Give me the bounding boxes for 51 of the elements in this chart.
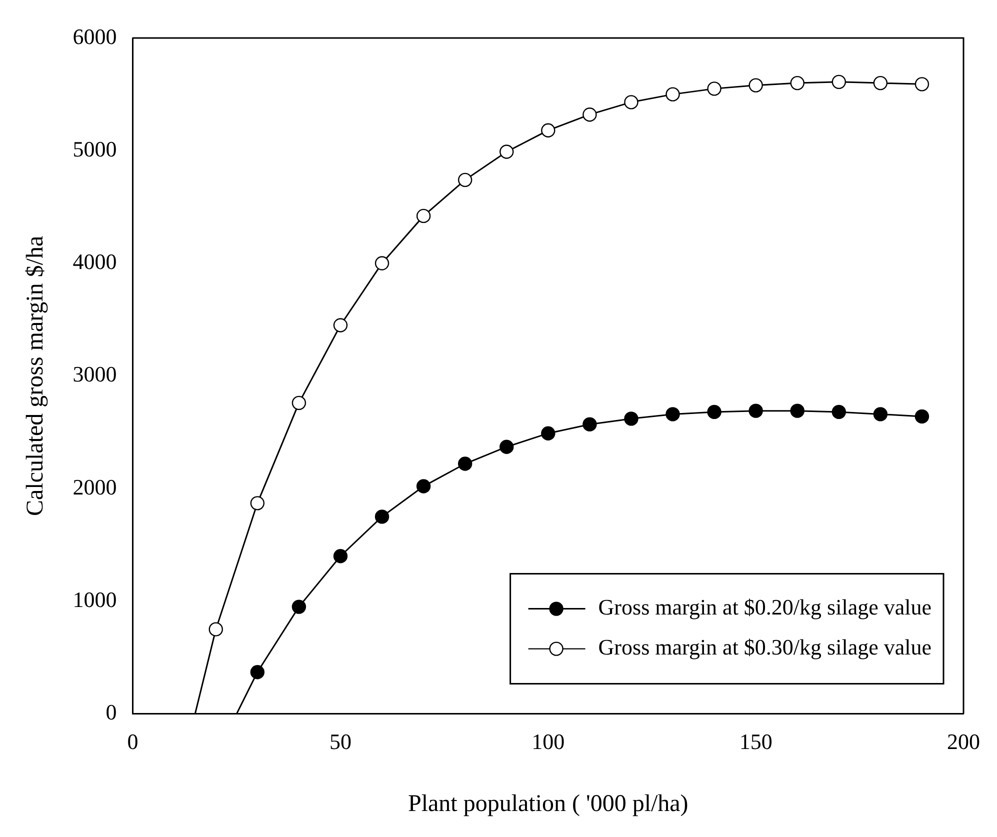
point: [790, 404, 804, 418]
point: [624, 95, 638, 110]
point: [914, 409, 930, 424]
point: [250, 496, 265, 510]
point: [374, 256, 390, 270]
y-tick-label: 1000: [72, 586, 117, 612]
y-axis-title: Calculated gross margin $/ha: [22, 235, 49, 516]
point: [832, 404, 846, 420]
y-tick-label: 6000: [72, 24, 117, 49]
point: [500, 440, 514, 454]
point: [666, 87, 680, 102]
y-tick-label: 2000: [72, 474, 117, 500]
x-tick-label: 50: [329, 728, 352, 754]
x-axis-title: Plant population ( '000 pl/ha): [408, 790, 688, 817]
point: [292, 600, 306, 614]
point: [250, 665, 265, 680]
point: [333, 549, 348, 564]
x-tick-label: 100: [532, 728, 565, 754]
point: [458, 456, 472, 471]
legend-label: Gross margin at $0.20/kg silage value: [598, 594, 932, 620]
point: [374, 510, 390, 524]
y-tick-label: 0: [106, 700, 117, 725]
x-tick-label: 200: [947, 728, 980, 754]
point: [666, 407, 680, 422]
point: [707, 404, 722, 420]
point: [416, 479, 431, 494]
point: [582, 417, 597, 432]
point: [541, 123, 556, 138]
x-tick-label: 150: [739, 728, 772, 754]
y-tick-label: 3000: [72, 362, 117, 387]
point: [458, 172, 472, 188]
point: [500, 144, 514, 159]
point: [624, 412, 638, 426]
legend-label: Gross margin at $0.30/kg silage value: [598, 634, 932, 660]
y-tick-label: 5000: [72, 136, 117, 162]
point: [873, 76, 888, 90]
point: [707, 82, 722, 96]
point: [541, 426, 556, 440]
point: [292, 396, 306, 410]
point: [416, 208, 431, 224]
point: [914, 77, 930, 92]
point: [790, 76, 804, 90]
point: [333, 318, 348, 332]
point: [873, 407, 888, 422]
x-tick-label: 0: [127, 728, 138, 754]
point: [582, 107, 597, 122]
point: [208, 622, 223, 636]
point: [832, 74, 846, 90]
point: [748, 404, 763, 418]
point: [748, 78, 763, 92]
y-tick-label: 4000: [72, 249, 117, 274]
